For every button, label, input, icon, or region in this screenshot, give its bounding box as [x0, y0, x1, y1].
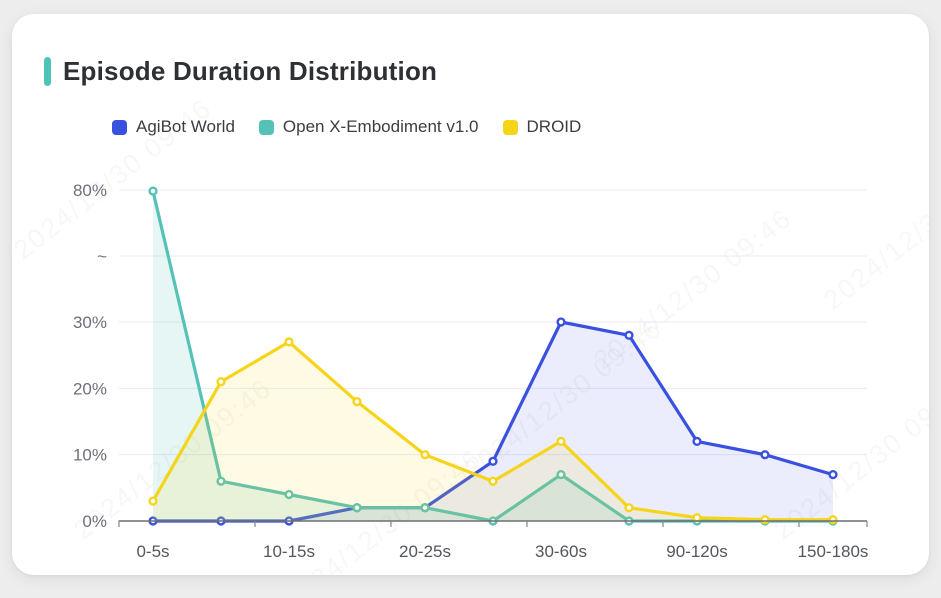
y-axis-label-20: 20% — [73, 379, 107, 398]
legend-item-agibot-world[interactable]: AgiBot World — [112, 117, 235, 137]
y-axis-label-80: 80% — [73, 181, 107, 200]
series-open-x-embodiment-v1-0-point-10-15s — [284, 489, 294, 500]
y-axis-label-: ~ — [97, 247, 107, 266]
legend-label-droid: DROID — [526, 117, 582, 136]
x-axis-label-20-25s: 20-25s — [399, 542, 451, 561]
series-droid-point-30-60s — [556, 436, 566, 447]
series-open-x-embodiment-v1-0-point-0-5s — [148, 186, 158, 196]
legend-label-open-x-embodiment-v1-0: Open X-Embodiment v1.0 — [282, 117, 479, 136]
series-droid-point-15-20s — [352, 397, 362, 407]
series-agibot-world-point-150-180s — [828, 470, 838, 480]
series-droid-point-20-25s — [420, 450, 430, 460]
x-axis-label-0-5s: 0-5s — [136, 542, 169, 561]
series-open-x-embodiment-v1-0-area — [153, 191, 833, 521]
x-axis-label-90-120s: 90-120s — [666, 542, 727, 561]
x-axis-label-10-15s: 10-15s — [263, 542, 315, 561]
series-agibot-world-point-25-30s — [488, 456, 498, 466]
y-axis-label-0: 0% — [82, 512, 107, 531]
legend-label-agibot-world: AgiBot World — [136, 117, 235, 136]
series-droid-point-10-15s — [284, 337, 294, 347]
series-droid-point-25-30s — [488, 476, 498, 486]
legend-item-droid[interactable]: DROID — [502, 117, 582, 137]
series-droid-area — [153, 341, 833, 521]
series-droid-point-5-10s — [216, 377, 226, 387]
line-chart-canvas: 0% 10% 20% 30% ~80% 0-5s 10-15s 20-25s 30-60s 90-… — [73, 181, 869, 561]
series-agibot-world-point-90-120s — [692, 436, 702, 447]
x-axis-label-30-60s: 30-60s — [535, 542, 587, 561]
series-agibot-world-point-30-60s — [556, 317, 566, 327]
legend-item-open-x-embodiment-v1-0[interactable]: Open X-Embodiment v1.0 — [258, 117, 479, 137]
series-open-x-embodiment-v1-0-point-20-25s — [420, 503, 430, 513]
title-row: Episode Duration Distribution — [44, 56, 437, 87]
series-droid-point-120-150s — [760, 515, 770, 525]
y-axis-label-30: 30% — [73, 313, 107, 332]
series-droid-point-60-90s — [624, 503, 634, 513]
series-agibot-world-point-60-90s — [624, 330, 634, 340]
x-axis-label-150-180s: 150-180s — [798, 542, 869, 561]
series-open-x-embodiment-v1-0-point-15-20s — [352, 503, 362, 513]
series-droid-point-150-180s — [828, 515, 838, 525]
title-accent-bar — [44, 57, 51, 86]
legend-swatch-open-x-embodiment-v1-0 — [258, 119, 274, 135]
y-axis-label-10: 10% — [73, 446, 107, 465]
chart-title: Episode Duration Distribution — [63, 56, 438, 86]
series-open-x-embodiment-v1-0-point-30-60s — [556, 470, 566, 480]
series-agibot-world-area — [153, 322, 833, 521]
series-open-x-embodiment-v1-0-point-5-10s — [216, 476, 226, 486]
series-agibot-world-point-120-150s — [760, 450, 770, 460]
series-droid-point-90-120s — [692, 513, 702, 523]
legend-swatch-agibot-world — [112, 119, 127, 135]
legend: AgiBot World Open X-Embodiment v1.0 DROID — [112, 117, 581, 137]
legend-swatch-droid — [502, 119, 518, 135]
series-droid-point-0-5s — [148, 496, 158, 506]
